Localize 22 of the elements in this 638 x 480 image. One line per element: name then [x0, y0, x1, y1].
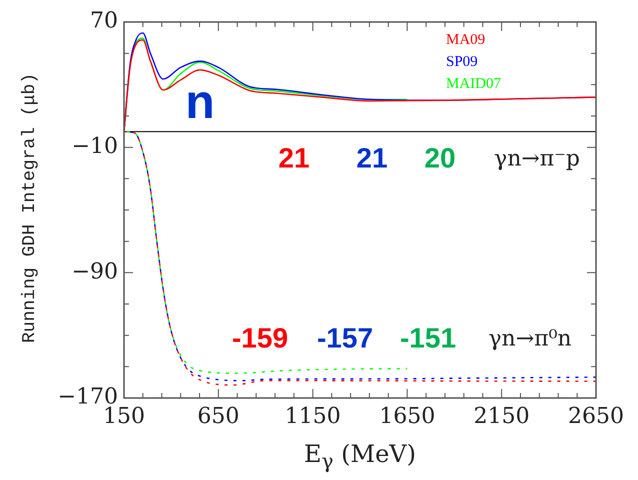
- x-axis-title: E$_{γ}$ (MeV): [303, 440, 417, 473]
- series-label: SP09: [446, 54, 478, 70]
- y-tick-label: −90: [72, 259, 118, 284]
- x-tick-label: 1650: [379, 404, 436, 429]
- annotation: -159: [232, 322, 288, 354]
- annotation: γn→π⁰n: [488, 326, 572, 352]
- annotation: 20: [424, 142, 456, 174]
- annotation: -151: [400, 322, 456, 354]
- y-tick-label: 70: [90, 8, 118, 34]
- y-tick-label: −10: [72, 134, 118, 160]
- annotation: 21: [278, 142, 310, 174]
- text: MAID07: [446, 76, 502, 92]
- y-axis-title: Running GDH Integral (μb): [20, 72, 40, 346]
- x-tick-label: 1150: [284, 404, 341, 429]
- x-tick-label: 2650: [568, 404, 624, 429]
- x-tick-label: 650: [197, 404, 240, 429]
- annotation: n: [185, 76, 215, 130]
- annotation: 21: [356, 142, 388, 174]
- annotation: -157: [316, 322, 374, 354]
- text: MA09: [446, 32, 486, 48]
- x-tick-label: 2150: [474, 404, 530, 429]
- annotation: γn→π⁻p: [494, 146, 580, 172]
